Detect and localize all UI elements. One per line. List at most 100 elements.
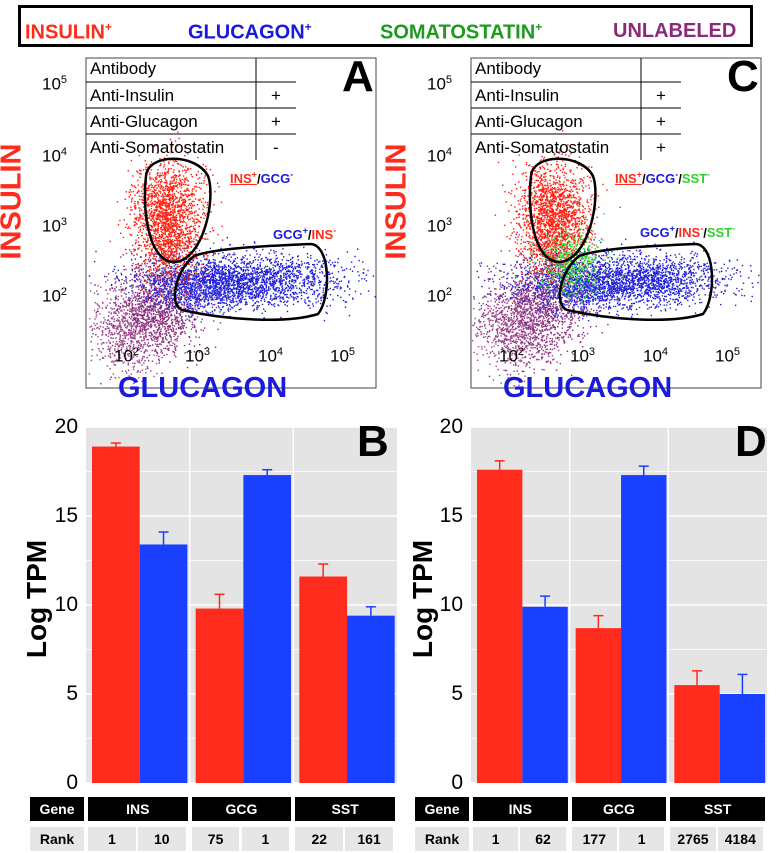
bar-ins-insulin: [92, 446, 140, 783]
x-tick-c-1e2: 102: [499, 346, 525, 366]
error-bar: [593, 614, 604, 629]
y-tick-a-1e4: 104: [42, 146, 68, 166]
antibody-sign-insulin: +: [656, 86, 666, 105]
antibody-table-lines: [471, 58, 681, 160]
antibody-row-glucagon: Anti-Glucagon: [90, 112, 198, 131]
legend-somatostatin: SOMATOSTATIN+: [380, 20, 542, 45]
x-axis-label-a: GLUCAGON: [118, 372, 288, 404]
legend-unlabeled-label: UNLABELED: [613, 20, 737, 42]
bar-ins-glucagon: [139, 544, 188, 783]
antibody-row-insulin: Anti-Insulin: [475, 86, 560, 105]
error-bar: [638, 465, 649, 476]
gate-label-gcg-c: GCG+/INS-/SST-: [640, 224, 735, 240]
gate-label-gcg-a: GCG+/INS-: [273, 226, 336, 242]
table-rank-cell: 62: [520, 827, 566, 851]
table-rank-cell: 1: [241, 827, 290, 851]
bar-chart-b: [86, 426, 397, 784]
error-bar: [262, 468, 273, 476]
bar-ins-glucagon: [522, 606, 568, 783]
y-tick-label: 15: [439, 504, 463, 527]
y-tick-label: 10: [439, 593, 463, 616]
y-tick-label: 0: [66, 771, 78, 794]
antibody-sign-insulin: +: [271, 86, 281, 105]
bar-gcg-glucagon: [243, 475, 292, 783]
table-rank-cell: 1: [473, 827, 519, 851]
gate-ins-c-c-text: SST: [681, 171, 708, 187]
gate-ins-c-part2: GCG-: [645, 170, 679, 187]
antibody-row-somatostatin: Anti-Somatostatin: [475, 138, 610, 157]
gate-ins-a-part1: INS+: [230, 170, 257, 186]
y-tick-label: 0: [451, 771, 463, 794]
gate-gcg-c-a-text: GCG: [640, 225, 670, 241]
gate-gcg-a-sep: /: [307, 227, 312, 243]
gate-gcg-c-sep2: /: [703, 225, 707, 241]
legend-insulin-label: INSULIN: [25, 21, 105, 44]
panel-letter-a: A: [342, 52, 374, 101]
y-tick-a-1e5: 105: [42, 74, 68, 94]
gate-label-ins-c: INS+/GCG-/SST-: [615, 170, 710, 186]
bar-sst-insulin: [299, 576, 348, 783]
gate-ins-b-text: GCG: [260, 171, 291, 187]
x-tick-c-1e4: 104: [643, 346, 669, 366]
panel-letter-b: B: [357, 417, 389, 466]
bar-ins-insulin: [477, 469, 523, 783]
gate-gcg-c-b-text: INS: [678, 225, 701, 241]
table-rank-cell: 177: [571, 827, 617, 851]
y-tick-c-1e3: 103: [427, 216, 453, 236]
error-bar: [365, 606, 376, 616]
gate-ins-c-sep2: /: [678, 171, 682, 187]
legend-insulin: INSULIN+: [25, 20, 112, 45]
gate-ins-c-b-text: GCG: [645, 171, 676, 187]
gate-ins-b-sup: -: [290, 170, 294, 180]
error-bar: [110, 442, 121, 447]
table-header-ins: INS: [473, 797, 568, 821]
antibody-sign-somatostatin: -: [273, 138, 279, 157]
gate-gcg: [558, 242, 714, 322]
legend-somatostatin-sup: +: [535, 20, 543, 34]
y-tick-c-1e4: 104: [427, 146, 453, 166]
table-rank-cell: 75: [191, 827, 240, 851]
x-tick-a-1e4: 104: [258, 346, 284, 366]
error-bar: [158, 531, 169, 545]
legend-insulin-sup: +: [105, 20, 113, 34]
y-tick-label: 20: [54, 415, 78, 438]
error-bar: [692, 670, 703, 686]
table-header-gcg: GCG: [571, 797, 667, 821]
error-bar: [737, 673, 748, 694]
x-tick-c-1e3: 103: [570, 346, 596, 366]
gate-gcg-c-c-sup: -: [732, 224, 736, 234]
x-tick-a-1e3: 103: [185, 346, 211, 366]
antibody-table-a: Antibody Anti-Insulin + Anti-Glucagon + …: [86, 58, 296, 158]
y-axis-label-a: INSULIN: [0, 143, 28, 260]
bar-chart-d: [471, 426, 767, 784]
x-axis-label-c: GLUCAGON: [503, 372, 673, 404]
y-tick-a-1e3: 103: [42, 216, 68, 236]
antibody-table-c: Antibody Anti-Insulin + Anti-Glucagon + …: [471, 58, 681, 158]
legend-glucagon-sup: +: [304, 20, 312, 34]
table-header-ins: INS: [88, 797, 188, 821]
gate-gcg-b-text: INS: [311, 227, 334, 243]
gate-ins: [528, 157, 597, 264]
antibody-table-header: Antibody: [90, 59, 157, 78]
table-header-sst: SST: [295, 797, 395, 821]
x-tick-c-1e5: 105: [715, 346, 741, 366]
gate-gcg: [173, 242, 329, 322]
gate-gcg-c-part2: INS-: [678, 224, 704, 241]
flow-scatter-c: [470, 57, 762, 389]
y-tick-c-1e5: 105: [427, 74, 453, 94]
table-rank-cell: 4184: [717, 827, 763, 851]
bar-sst-glucagon: [719, 694, 766, 783]
gate-ins-a-sep: /: [256, 171, 261, 187]
panel-letter-c: C: [727, 52, 759, 101]
gate-gcg-a-part1: GCG+: [273, 226, 308, 242]
gate-ins-a-sup: +: [251, 170, 257, 180]
table-rank-cell: 2765: [670, 827, 716, 851]
legend-box: INSULIN+ GLUCAGON+ SOMATOSTATIN+ UNLABEL…: [18, 5, 753, 47]
bar-gcg-insulin: [195, 608, 244, 783]
flow-points: [472, 129, 760, 387]
table-header-gene: Gene: [415, 797, 469, 821]
y-tick-label: 5: [66, 682, 78, 705]
antibody-row-insulin: Anti-Insulin: [90, 86, 175, 105]
antibody-sign-glucagon: +: [271, 112, 281, 131]
x-tick-a-1e5: 105: [330, 346, 356, 366]
